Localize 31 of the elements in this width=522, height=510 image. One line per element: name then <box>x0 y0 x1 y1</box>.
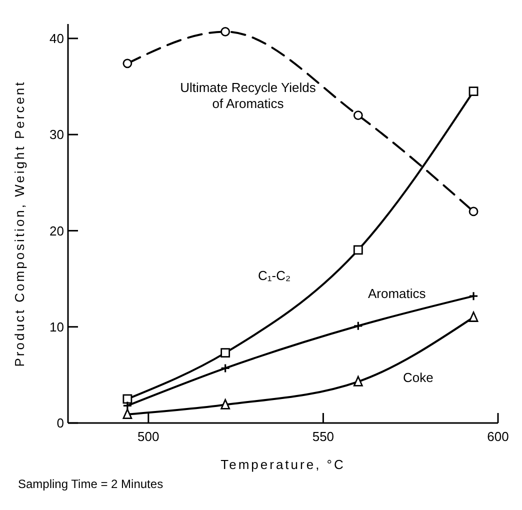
x-tick-label: 600 <box>487 429 509 444</box>
point <box>122 58 132 68</box>
series-label: Aromatics <box>368 286 426 301</box>
series-label: Coke <box>403 370 434 385</box>
point <box>220 363 230 373</box>
point <box>353 110 363 120</box>
y-tick-label: 0 <box>56 416 64 431</box>
x-tick-label: 550 <box>312 429 334 444</box>
point <box>220 399 230 410</box>
text: Sampling Time = 2 Minutes <box>18 477 164 491</box>
point <box>468 291 478 301</box>
point <box>468 206 478 216</box>
point <box>353 245 363 255</box>
point <box>468 312 478 322</box>
point <box>122 400 132 410</box>
point <box>220 26 230 36</box>
point <box>468 86 478 96</box>
point <box>122 408 132 420</box>
point <box>220 348 230 358</box>
x-tick-label: 500 <box>138 429 160 444</box>
y-tick-label: 40 <box>50 30 64 46</box>
x-axis-title: Temperature, °C <box>220 457 346 472</box>
series-label: Ultimate Recycle Yields of Aromatics <box>180 80 316 111</box>
y-axis-title: Product Composition, Weight Percent <box>12 80 27 367</box>
y-tick-label: 20 <box>50 223 64 238</box>
point <box>353 376 363 386</box>
y-tick-label: 10 <box>50 319 64 334</box>
point <box>353 321 363 331</box>
series-label: C₁-C₂ <box>258 268 291 283</box>
y-tick-label: 30 <box>50 127 64 142</box>
point <box>122 394 132 404</box>
